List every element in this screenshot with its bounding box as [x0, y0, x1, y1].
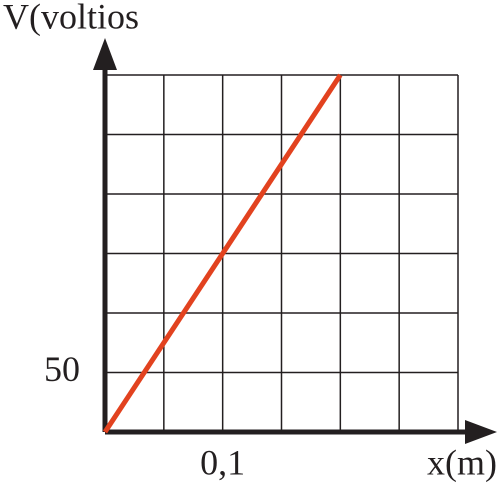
x-tick-label: 0,1 [200, 442, 245, 482]
data-line [102, 73, 343, 434]
y-tick-label: 50 [44, 349, 80, 389]
x-axis-label: x(m) [427, 442, 497, 482]
y-axis-arrow [93, 38, 117, 70]
y-axis-label: V(voltios [3, 0, 139, 36]
x-axis-arrow [465, 420, 497, 444]
